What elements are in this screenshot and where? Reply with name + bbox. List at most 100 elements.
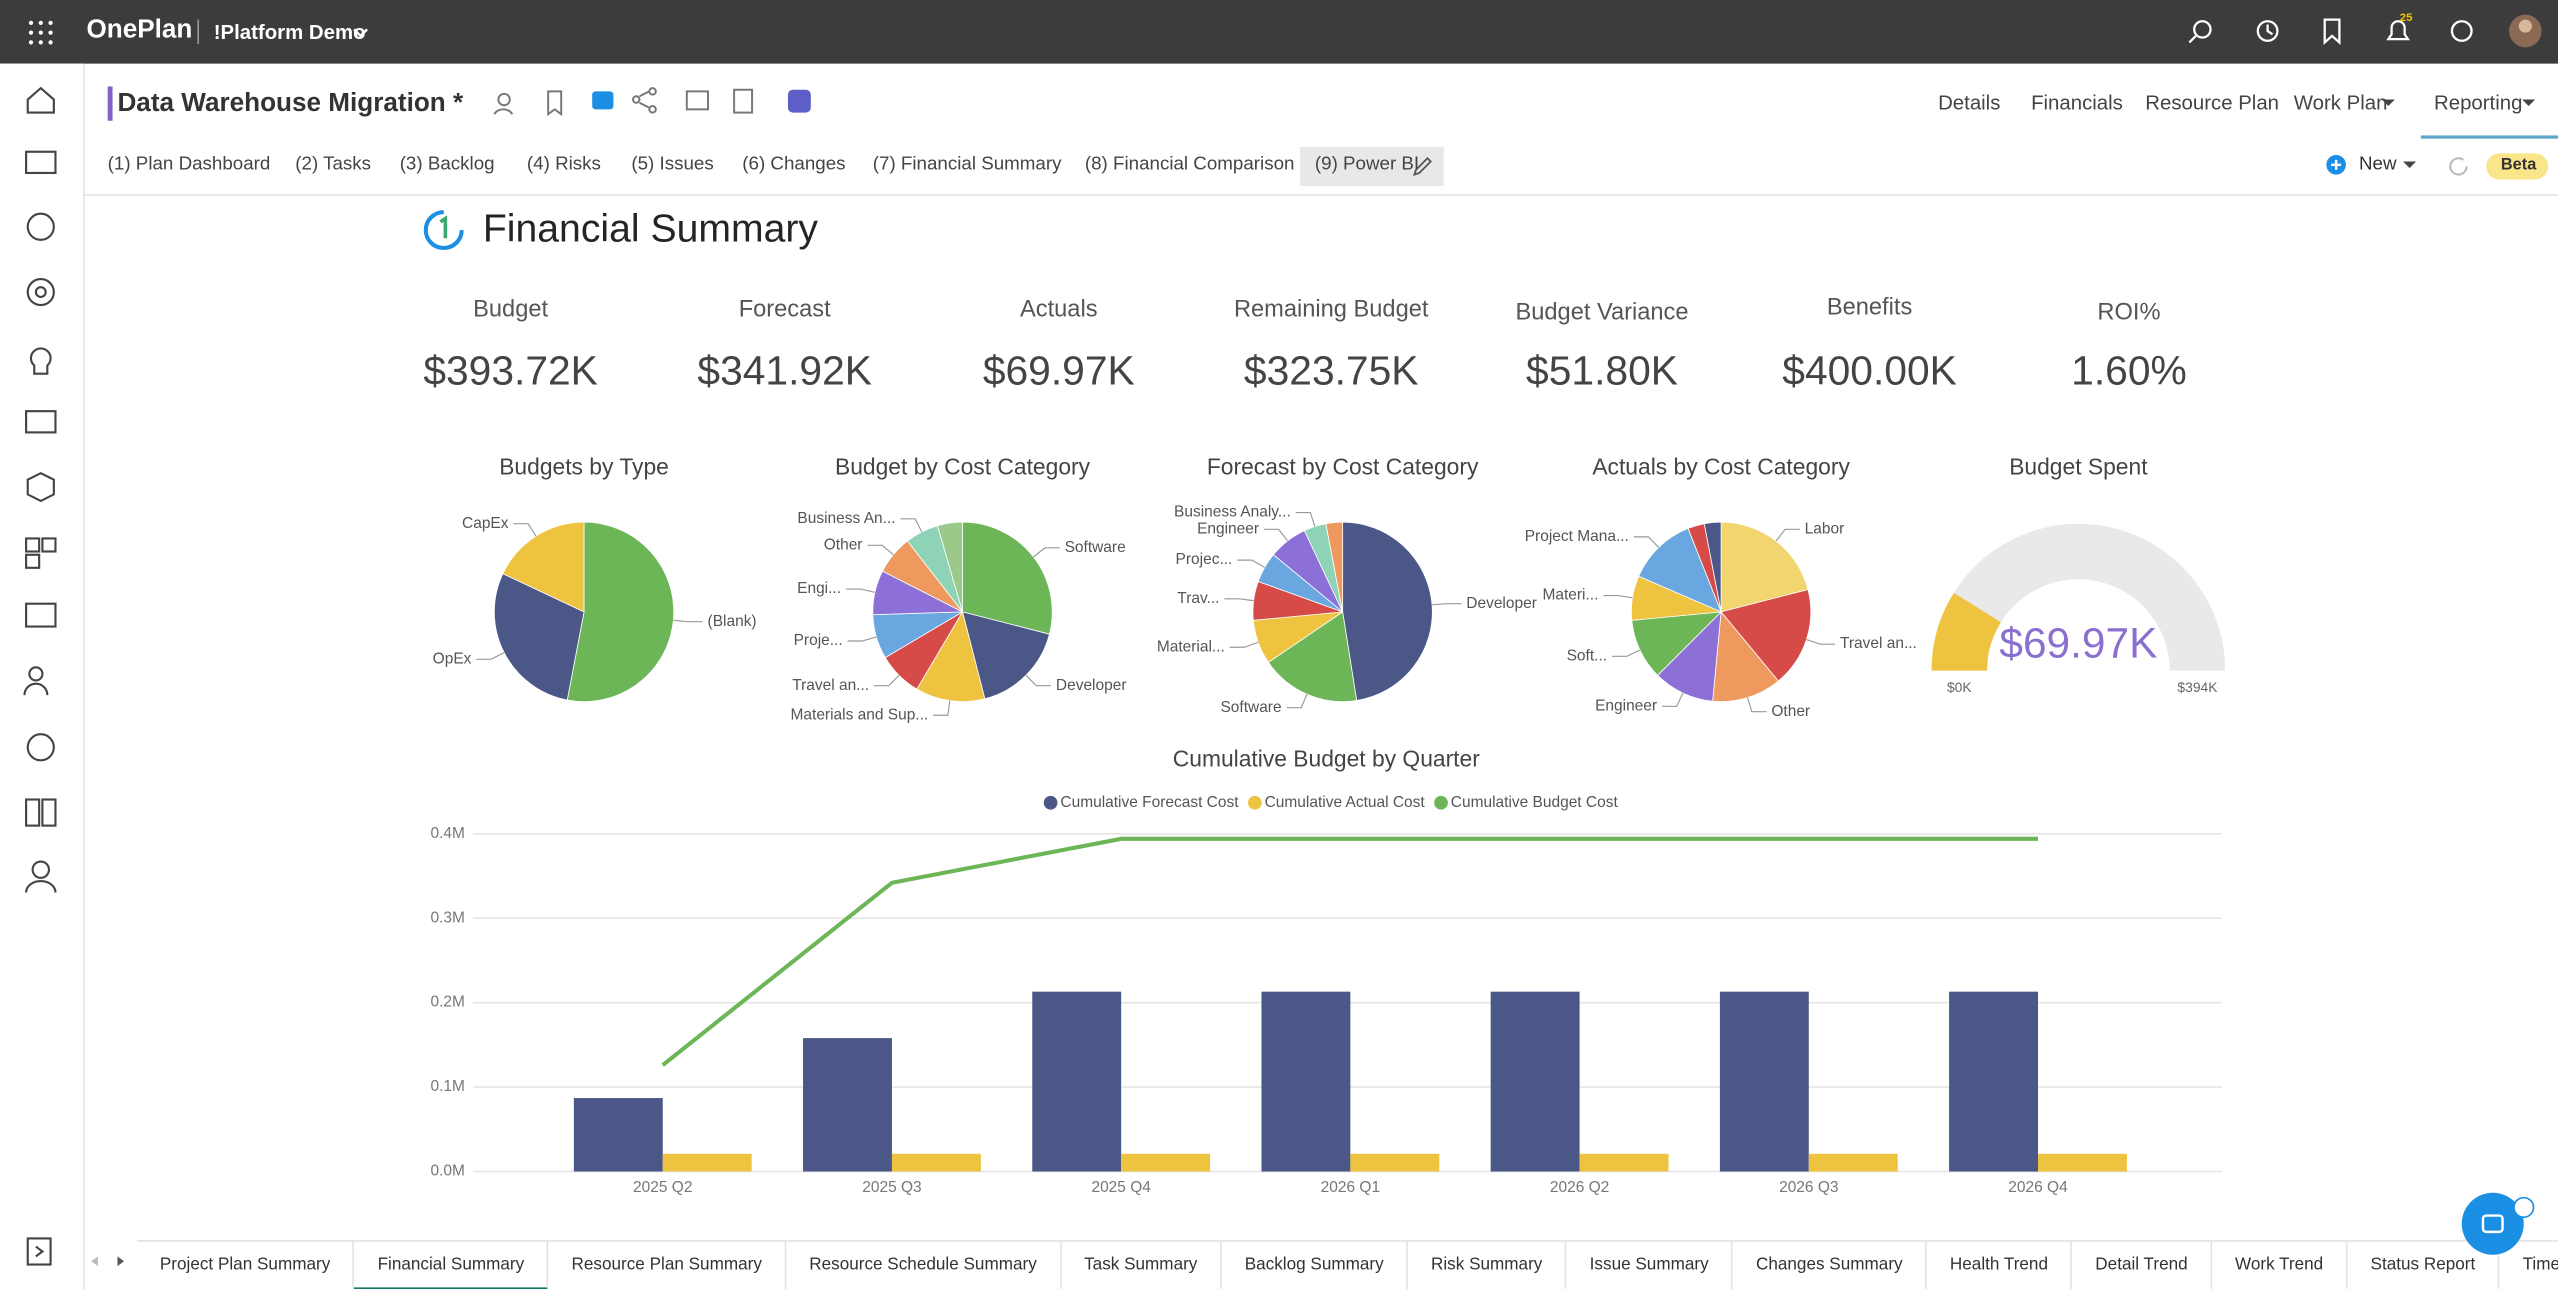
bar xyxy=(1949,991,2039,1172)
slice-label: Materi... xyxy=(1542,587,1598,604)
pie-slice xyxy=(961,611,1050,700)
gauge-label: $69.97K xyxy=(1999,619,2157,666)
kpi-label: ROI% xyxy=(2097,300,2160,326)
top-bar: OnePlan !Platform Demo 25 xyxy=(0,0,2558,64)
legend-swatch xyxy=(1247,795,1262,810)
report-tab[interactable]: (9) Power BI xyxy=(1314,155,1420,175)
pie-slice xyxy=(566,521,675,703)
refresh-icon[interactable] xyxy=(2445,153,2471,179)
nav-underline xyxy=(2420,135,2558,139)
x-tick-label: 2025 Q3 xyxy=(862,1179,921,1196)
nav-item[interactable]: Work Plan xyxy=(2293,91,2388,115)
nav-item[interactable]: Resource Plan xyxy=(2145,91,2280,115)
nav-item[interactable]: Reporting xyxy=(2434,91,2523,115)
bar xyxy=(1579,1153,1669,1172)
page-tab[interactable]: Resource Plan Summary xyxy=(549,1241,787,1289)
slice-label: Trav... xyxy=(1177,590,1219,607)
report-tab[interactable]: (4) Risks xyxy=(526,155,601,175)
page-tab[interactable]: Financial Summary xyxy=(354,1241,549,1289)
page-tab[interactable]: Task Summary xyxy=(1061,1241,1222,1289)
page-tab[interactable]: Timesheet Hours by Task xyxy=(2500,1242,2558,1289)
page-tab[interactable]: Status Report xyxy=(2348,1241,2500,1289)
report-tab[interactable]: (7) Financial Summary xyxy=(872,155,1062,175)
chat-icon[interactable] xyxy=(592,91,614,110)
kpi-value: $341.92K xyxy=(697,347,872,393)
comment-icon[interactable] xyxy=(685,90,709,111)
slice-label: Labor xyxy=(1805,520,1845,537)
pie-slice xyxy=(493,573,585,701)
teams-icon[interactable] xyxy=(787,89,811,113)
workspace[interactable]: !Platform Demo xyxy=(213,21,366,45)
page-tab[interactable]: Work Trend xyxy=(2212,1241,2348,1289)
pie-slice xyxy=(1712,610,1779,703)
gauge-value xyxy=(1931,592,2001,671)
share-icon[interactable] xyxy=(639,90,650,109)
pie-slice xyxy=(1703,521,1722,612)
slice-label: Engineer xyxy=(1197,520,1259,537)
chart-title: Forecast by Cost Category xyxy=(1207,453,1479,479)
page-tab[interactable]: Risk Summary xyxy=(1408,1241,1567,1289)
follow-icon[interactable] xyxy=(547,90,563,117)
profile-icon[interactable] xyxy=(31,860,51,879)
products-icon[interactable] xyxy=(26,471,55,503)
page-tab[interactable]: Backlog Summary xyxy=(1222,1241,1409,1289)
report-tab[interactable]: (1) Plan Dashboard xyxy=(107,155,271,175)
goals-icon[interactable] xyxy=(26,277,55,307)
search-icon[interactable] xyxy=(2193,20,2212,39)
new-button[interactable]: New xyxy=(2358,155,2397,175)
page-tab[interactable]: Issue Summary xyxy=(1567,1241,1734,1289)
page-tab[interactable]: Detail Trend xyxy=(2072,1241,2213,1289)
leader-line xyxy=(673,619,703,623)
page-tab[interactable]: Changes Summary xyxy=(1733,1241,1928,1289)
collapse-icon[interactable] xyxy=(26,1237,52,1266)
ideas-icon[interactable] xyxy=(29,347,52,375)
report-tab[interactable]: (5) Issues xyxy=(631,155,714,175)
page-tab[interactable]: Project Plan Summary xyxy=(137,1241,355,1289)
leader-line xyxy=(1806,639,1836,645)
sidebar-icons xyxy=(23,86,57,1266)
edit-icon[interactable] xyxy=(1411,155,1434,178)
boards-icon[interactable] xyxy=(25,537,41,553)
pie-slice xyxy=(1267,611,1358,703)
app-launcher[interactable] xyxy=(28,20,54,46)
report-tab[interactable]: (8) Financial Comparison xyxy=(1084,155,1295,175)
leader-line xyxy=(1603,594,1633,599)
reports-icon[interactable] xyxy=(25,602,57,628)
tab-scroll[interactable] xyxy=(85,1250,134,1273)
page-tab[interactable]: Health Trend xyxy=(1927,1241,2073,1289)
assistant-button[interactable] xyxy=(2458,1189,2540,1258)
report-tab[interactable]: (6) Changes xyxy=(742,155,846,175)
report-tab[interactable]: (3) Backlog xyxy=(399,155,495,175)
slice-label: Travel an... xyxy=(1840,635,1917,652)
time-icon[interactable] xyxy=(26,212,55,241)
chart-title: Budget Spent xyxy=(2009,453,2148,479)
leader-line xyxy=(1025,674,1052,687)
dashboard-icon[interactable] xyxy=(26,733,55,762)
page-tab[interactable]: Resource Schedule Summary xyxy=(786,1241,1062,1289)
bookmark-icon[interactable] xyxy=(2323,18,2341,45)
leader-line xyxy=(513,523,537,537)
resources-icon[interactable] xyxy=(25,410,57,434)
help-icon[interactable] xyxy=(2450,20,2473,42)
people-icon[interactable] xyxy=(28,666,44,682)
nav-item[interactable]: Details xyxy=(1938,91,2001,115)
bell-icon[interactable] xyxy=(2386,20,2411,41)
history-icon[interactable] xyxy=(2256,20,2279,42)
leader-line xyxy=(1633,536,1660,548)
caret xyxy=(353,28,368,38)
portfolio-icon[interactable] xyxy=(25,150,57,175)
report-tab[interactable]: (2) Tasks xyxy=(295,155,372,175)
document-icon[interactable] xyxy=(733,88,754,114)
home-icon[interactable] xyxy=(26,86,55,114)
bar xyxy=(1719,991,1809,1172)
workflow-icon[interactable] xyxy=(25,798,41,827)
beta-pill xyxy=(2486,153,2549,180)
leader-line xyxy=(1033,547,1060,558)
slice-label: Software xyxy=(1220,699,1281,716)
gauge-tick-label: $0K xyxy=(1947,679,1972,695)
leader-line xyxy=(874,674,900,687)
assign-icon[interactable] xyxy=(497,92,511,107)
new-button-icon[interactable] xyxy=(2325,153,2423,179)
bar xyxy=(1121,1153,1211,1172)
nav-item[interactable]: Financials xyxy=(2031,91,2123,115)
